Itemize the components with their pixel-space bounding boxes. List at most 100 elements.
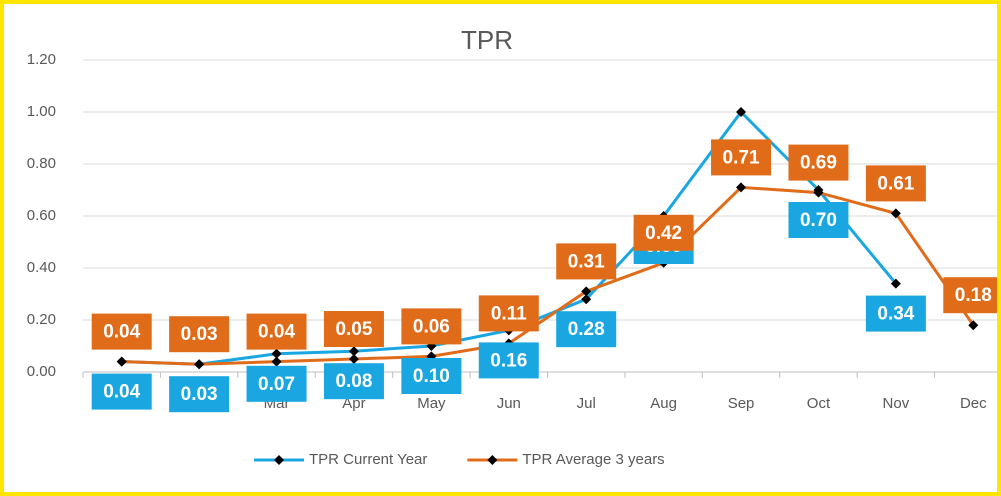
data-label-text: 0.18	[955, 285, 992, 306]
data-label-text: 0.61	[877, 173, 914, 194]
point-marker	[581, 294, 592, 305]
data-label-box	[246, 365, 307, 402]
data-label-text: 0.42	[645, 223, 682, 244]
data-label-box	[478, 342, 539, 379]
data-label: 0.69	[788, 144, 849, 181]
data-label: 0.10	[401, 358, 462, 394]
point-marker	[581, 286, 592, 297]
x-tick-label: Jul	[577, 395, 596, 412]
x-tick-label: Jun	[497, 395, 521, 412]
data-label-box	[633, 214, 694, 251]
data-label: 0.34	[865, 295, 926, 332]
chart-title: TPR	[461, 25, 513, 55]
data-label-text: 0.04	[103, 382, 140, 403]
data-label-box	[91, 313, 152, 350]
x-tick-label: Apr	[342, 395, 365, 412]
data-label-text: 0.31	[568, 251, 605, 272]
y-tick-label: 1.20	[27, 51, 56, 68]
data-label-text: 0.03	[181, 384, 218, 405]
data-label-box	[169, 316, 230, 353]
y-tick-label: 0.60	[27, 207, 56, 224]
point-marker	[890, 278, 901, 289]
data-label: 0.28	[556, 311, 617, 348]
data-label-box	[865, 165, 926, 202]
point-marker	[968, 320, 979, 331]
data-label-box	[943, 277, 997, 314]
data-label: 0.05	[323, 311, 384, 347]
data-label-box	[711, 139, 772, 176]
data-label-box	[323, 311, 384, 347]
data-label-box	[556, 311, 617, 348]
data-label: 0.04	[246, 313, 307, 350]
x-tick-label: Sep	[728, 395, 755, 412]
data-label-text: 0.08	[335, 371, 372, 392]
data-label-text: 0.16	[490, 350, 527, 371]
data-label-box	[91, 373, 152, 410]
data-label-box	[556, 243, 617, 280]
point-marker	[348, 346, 359, 357]
y-tick-label: 0.80	[27, 155, 56, 172]
data-label-text: 0.34	[877, 304, 914, 325]
data-label-text: 0.11	[491, 303, 527, 324]
data-label-text: 0.04	[103, 322, 140, 343]
y-tick-label: 0.20	[27, 311, 56, 328]
data-label-box	[401, 308, 462, 345]
point-marker	[194, 359, 205, 370]
point-marker	[271, 348, 282, 359]
data-label-box	[865, 295, 926, 332]
data-label-box	[169, 376, 230, 413]
point-marker	[736, 182, 747, 193]
legend-marker	[274, 455, 284, 465]
data-label-box	[246, 313, 307, 350]
data-label-box	[478, 295, 539, 332]
data-label-text: 0.04	[258, 322, 295, 343]
data-label-box	[788, 202, 849, 238]
data-label: 0.71	[711, 139, 772, 176]
data-label: 0.03	[169, 376, 230, 413]
legend-label: TPR Average 3 years	[522, 451, 664, 468]
x-tick-label: Dec	[960, 395, 987, 412]
data-label: 0.03	[169, 316, 230, 353]
data-label-text: 0.03	[181, 324, 218, 345]
data-label: 0.16	[478, 342, 539, 379]
y-tick-label: 0.00	[27, 363, 56, 380]
x-tick-label: Aug	[650, 395, 677, 412]
data-label-text: 0.28	[568, 319, 605, 340]
data-label-text: 0.69	[800, 153, 837, 174]
data-label: 0.08	[323, 363, 384, 400]
y-tick-label: 1.00	[27, 103, 56, 120]
data-label: 0.18	[943, 277, 997, 314]
data-label: 0.42	[633, 214, 694, 251]
data-label-text: 0.07	[258, 374, 295, 395]
x-tick-label: Nov	[883, 395, 910, 412]
data-label-text: 0.05	[335, 319, 372, 340]
data-label: 0.70	[788, 202, 849, 238]
data-label: 0.04	[91, 313, 152, 350]
data-label: 0.11	[478, 295, 539, 332]
data-label-text: 0.10	[413, 366, 450, 387]
legend-marker	[487, 455, 498, 465]
series-line	[121, 185, 975, 366]
x-tick-label: Oct	[807, 395, 831, 412]
y-tick-label: 0.40	[27, 259, 56, 276]
data-label: 0.61	[865, 165, 926, 202]
data-label-text: 0.71	[723, 147, 760, 168]
legend-label: TPR Current Year	[309, 451, 427, 468]
data-label-box	[788, 144, 849, 181]
point-marker	[348, 354, 359, 364]
data-label: 0.07	[246, 365, 307, 402]
point-marker	[736, 107, 747, 117]
data-label-text: 0.70	[800, 210, 837, 231]
point-marker	[813, 187, 824, 198]
data-label: 0.31	[556, 243, 617, 280]
data-label-box	[401, 358, 462, 394]
chart: TPR 0.000.200.400.600.801.001.20JanFebMa…	[27, 25, 997, 468]
point-marker	[116, 356, 127, 367]
data-label-text: 0.06	[413, 316, 450, 337]
data-label: 0.06	[401, 308, 462, 345]
point-marker	[271, 356, 282, 367]
x-tick-label: May	[417, 395, 446, 412]
data-label-box	[323, 363, 384, 400]
point-marker	[890, 208, 901, 219]
